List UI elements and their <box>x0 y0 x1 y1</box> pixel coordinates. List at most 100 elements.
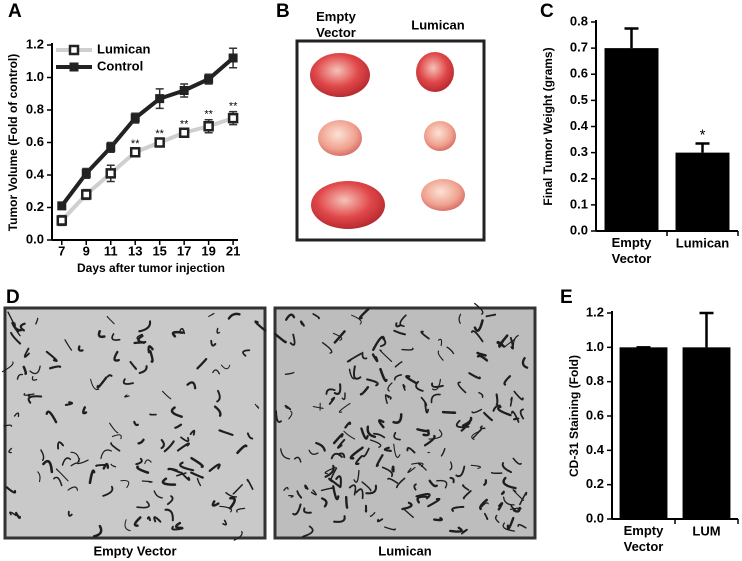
vessel <box>351 314 362 325</box>
panel-letter: D <box>6 287 20 308</box>
vessel <box>53 476 63 487</box>
vessel <box>222 519 228 526</box>
vessel <box>497 405 512 417</box>
vessel <box>503 375 512 386</box>
vessel <box>399 314 407 328</box>
vessel <box>471 430 482 441</box>
vessel <box>242 349 251 357</box>
vessel <box>424 401 430 414</box>
vessel <box>149 349 154 363</box>
vessel <box>299 320 305 327</box>
vessel <box>428 479 438 488</box>
vessel <box>67 486 79 491</box>
vessel <box>11 321 23 332</box>
vessel <box>509 396 513 407</box>
vessel <box>45 350 58 363</box>
vessel <box>343 430 356 440</box>
vessel <box>64 401 74 407</box>
vessel <box>146 516 152 522</box>
vessel <box>236 507 246 513</box>
vessel <box>392 413 403 424</box>
y-tick-label: 0.8 <box>26 101 44 116</box>
vessel <box>362 447 370 458</box>
vessel <box>189 429 196 436</box>
vessel <box>328 477 342 489</box>
point <box>129 147 141 158</box>
x-tick-label: 9 <box>83 243 90 258</box>
vessel <box>500 490 505 496</box>
vessel <box>395 322 402 328</box>
vessel <box>190 471 204 479</box>
vessel <box>111 333 121 341</box>
vessel <box>497 502 504 511</box>
vessel <box>457 381 467 394</box>
vessel <box>275 410 282 423</box>
vessel <box>110 463 117 468</box>
vessel <box>106 374 113 378</box>
vessel <box>111 434 122 440</box>
vessel <box>349 446 364 460</box>
y-tick-label: 0.4 <box>570 118 589 133</box>
vessel <box>169 468 182 474</box>
vessel <box>338 452 346 459</box>
vessel <box>124 519 131 532</box>
vessel <box>136 465 150 474</box>
vessel <box>360 427 369 440</box>
vessel <box>417 462 427 471</box>
vessel <box>338 402 351 413</box>
vessel <box>513 390 524 401</box>
vessel <box>27 395 43 404</box>
vessel <box>27 393 31 397</box>
x-tick-label: 21 <box>226 243 240 258</box>
vessel <box>289 333 296 346</box>
point <box>155 94 165 104</box>
error-bar <box>624 27 639 49</box>
vessel <box>379 336 387 348</box>
vessel <box>45 410 58 424</box>
vessel <box>208 463 221 472</box>
vessel <box>308 449 319 456</box>
vessel <box>433 516 443 522</box>
vessel <box>502 476 517 490</box>
vessel <box>16 373 24 380</box>
vessel <box>341 392 346 401</box>
vessel <box>324 464 335 478</box>
vessel <box>512 489 525 501</box>
error-bar <box>699 311 714 348</box>
point <box>130 113 140 123</box>
vessel <box>179 327 186 335</box>
bar <box>619 347 668 519</box>
vessel <box>366 425 377 438</box>
vessel <box>383 446 392 452</box>
y-tick-label: 0.2 <box>570 170 588 185</box>
vessel <box>369 512 376 517</box>
vessel <box>216 389 221 403</box>
vessel <box>120 480 130 488</box>
vessel <box>446 346 455 355</box>
y-tick-label: 1.2 <box>26 36 44 51</box>
vessel <box>246 432 254 440</box>
vessel <box>133 516 142 527</box>
vessel <box>361 481 372 492</box>
vessel <box>430 393 441 404</box>
vessel <box>485 313 497 318</box>
point <box>105 168 116 179</box>
vessel <box>171 330 184 338</box>
vessel <box>371 353 379 363</box>
vessel <box>49 365 62 370</box>
vessel <box>325 388 336 395</box>
vessel <box>227 312 241 320</box>
photo-label: Lumican <box>411 17 465 32</box>
significance: ** <box>155 128 164 140</box>
vessel <box>492 404 501 412</box>
vessel <box>129 360 138 370</box>
vessel <box>37 471 41 483</box>
vessel <box>225 491 238 498</box>
vessel <box>377 419 385 429</box>
significance: ** <box>131 138 140 150</box>
vessel <box>333 515 346 523</box>
vessel <box>122 378 134 385</box>
legend-label: Lumican <box>97 41 151 56</box>
